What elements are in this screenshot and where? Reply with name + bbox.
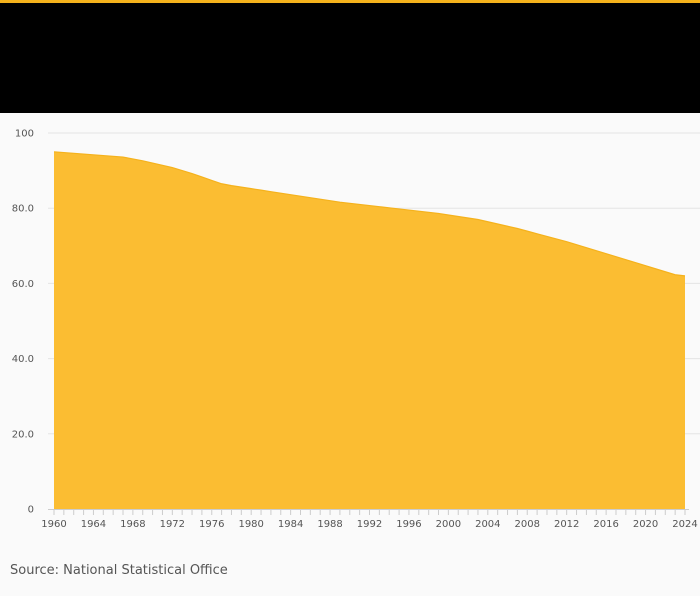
x-tick-label: 1964 (81, 519, 106, 530)
area-chart: 0 20.0 40.0 60.0 80.0 100 1960 1964 1968 1972 1976… (0, 113, 700, 553)
x-tick-label: 2000 (436, 519, 461, 530)
accent-bar (0, 0, 700, 3)
x-tick-label: 1968 (120, 519, 145, 530)
y-tick-label: 80.0 (12, 204, 34, 215)
area-series-line (53, 151, 686, 277)
x-tick-label: 2020 (633, 519, 658, 530)
y-tick-label: 60.0 (12, 279, 34, 290)
x-tick-label: 1988 (317, 519, 342, 530)
area-series (54, 151, 685, 510)
x-tick-label: 2004 (475, 519, 500, 530)
x-tick-label: 1980 (238, 519, 263, 530)
header-band (0, 3, 700, 113)
x-tick-label: 1960 (41, 519, 66, 530)
x-tick-label: 1976 (199, 519, 224, 530)
y-tick-label: 20.0 (12, 429, 34, 440)
x-tick-label: 1984 (278, 519, 303, 530)
chart-canvas: 0 20.0 40.0 60.0 80.0 100 1960 1964 1968 1972 1976… (12, 129, 700, 531)
x-tick-label: 1992 (357, 519, 382, 530)
x-tick-label: 2024 (672, 519, 697, 530)
y-tick-label: 100 (15, 129, 34, 140)
y-tick-label: 40.0 (12, 354, 34, 365)
label-layer: 0 20.0 40.0 60.0 80.0 100 1960 1964 1968 1972 1976… (12, 129, 698, 531)
area-layer (53, 151, 686, 510)
source-note: Source: National Statistical Office (10, 563, 228, 578)
x-tick-label: 1972 (160, 519, 185, 530)
x-tick-label: 2012 (554, 519, 579, 530)
x-tick-label: 2008 (515, 519, 540, 530)
y-tick-label: 0 (28, 505, 34, 516)
x-tick-label: 1996 (396, 519, 421, 530)
axis-layer (48, 509, 689, 515)
x-tick-label: 2016 (593, 519, 618, 530)
